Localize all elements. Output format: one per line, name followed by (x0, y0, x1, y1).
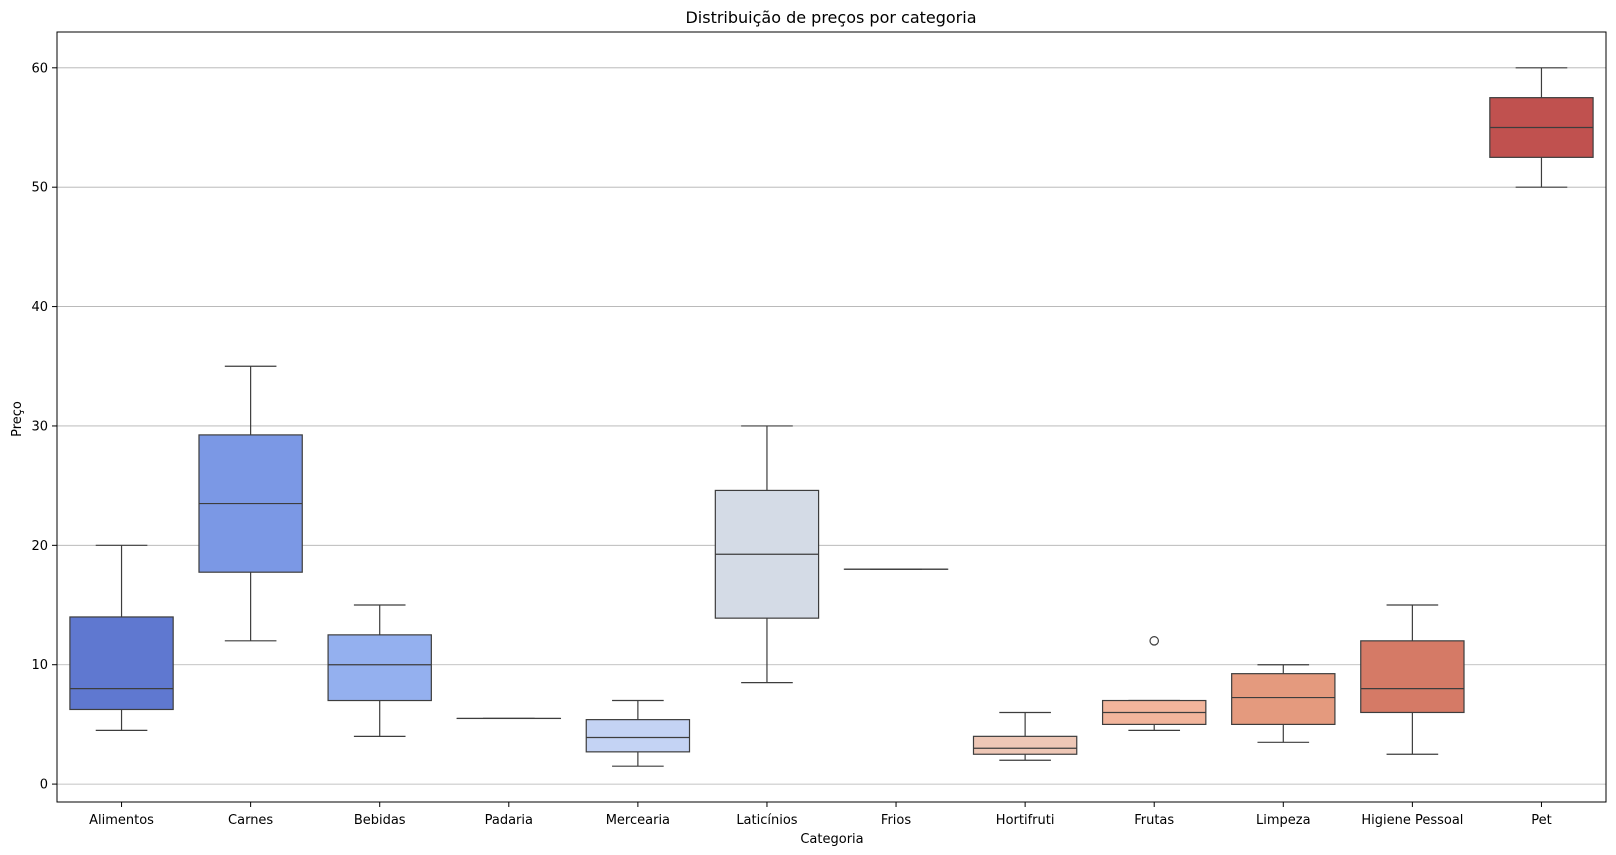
box-bebidas (327, 604, 432, 737)
x-tick-label: Laticínios (736, 813, 797, 828)
box-mercearia (585, 699, 691, 767)
y-tick-label: 20 (31, 539, 48, 554)
y-tick-label: 50 (31, 181, 48, 196)
x-tick-label: Mercearia (606, 813, 670, 828)
box-carnes (198, 365, 303, 642)
x-tick-label: Alimentos (89, 813, 154, 828)
x-tick-label: Frutas (1134, 813, 1174, 828)
y-tick-label: 60 (31, 61, 48, 76)
box-higiene-pessoal (1360, 604, 1465, 755)
x-tick-label: Carnes (228, 813, 273, 828)
box-frutas (1101, 636, 1207, 731)
box-limpeza (1231, 664, 1336, 743)
y-axis-label: Preço (10, 401, 25, 437)
x-tick-label: Bebidas (354, 813, 406, 828)
box-laticínios (714, 425, 820, 684)
x-tick-label: Limpeza (1256, 813, 1311, 828)
y-tick-label: 0 (40, 778, 48, 793)
chart-title: Distribuição de preços por categoria (685, 8, 976, 27)
x-axis-label: Categoria (800, 832, 863, 847)
y-tick-label: 40 (31, 300, 48, 315)
x-tick-label: Frios (881, 813, 911, 828)
iqr-box (585, 719, 691, 753)
grid-layer (57, 67, 1606, 785)
iqr-box (327, 634, 432, 702)
iqr-box (69, 616, 174, 711)
x-tick-label: Higiene Pessoal (1361, 813, 1463, 828)
y-axis: 0 10 20 30 40 50 60 (31, 61, 57, 793)
x-tick-label: Hortifruti (996, 813, 1055, 828)
outlier-point (1149, 636, 1160, 646)
x-tick-label: Padaria (485, 813, 533, 828)
y-tick-label: 30 (31, 419, 48, 434)
box-pet (1489, 67, 1594, 188)
iqr-box (972, 735, 1078, 755)
iqr-box (1231, 673, 1336, 726)
plot-frame (56, 31, 1607, 803)
x-axis: Alimentos Carnes Bebidas Padaria Mercearia La… (89, 802, 1552, 828)
box-hortifruti (972, 711, 1078, 761)
box-layer (69, 67, 1594, 767)
y-tick-label: 10 (31, 658, 48, 673)
x-tick-label: Pet (1531, 813, 1551, 828)
iqr-box (1360, 640, 1465, 714)
box-alimentos (69, 544, 174, 731)
